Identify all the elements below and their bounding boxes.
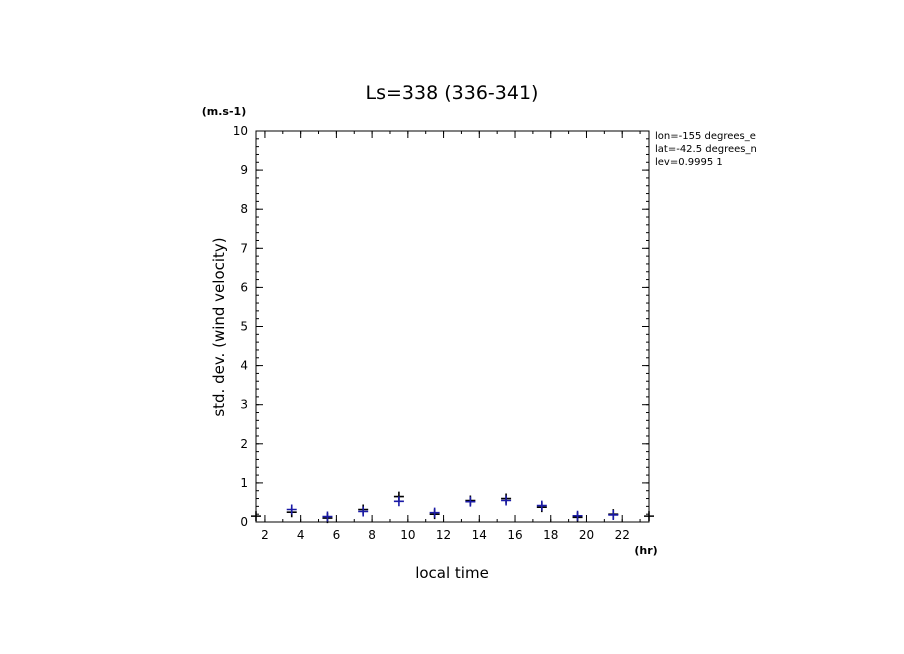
data-point [608, 509, 619, 520]
y-unit-label: (m.s-1) [202, 105, 246, 118]
data-point [572, 510, 583, 521]
data-point [358, 506, 369, 517]
x-unit-label: (hr) [634, 544, 657, 557]
x-tick-label: 14 [472, 528, 487, 542]
series-0 [251, 491, 654, 524]
y-axis-label: std. dev. (wind velocity) [210, 237, 228, 416]
x-tick-label: 6 [333, 528, 341, 542]
data-point [465, 496, 476, 507]
data-point [393, 496, 404, 507]
x-tick-label: 20 [579, 528, 594, 542]
plot-frame [255, 130, 650, 523]
x-tick-label: 22 [615, 528, 630, 542]
x-tick-label: 18 [543, 528, 558, 542]
info-lon: lon=-155 degrees_e [655, 131, 756, 142]
series-1 [286, 495, 619, 522]
y-tick-label: 3 [240, 398, 248, 412]
data-marks [251, 491, 654, 524]
x-tick-label: 10 [400, 528, 415, 542]
y-tick-label: 10 [233, 124, 248, 138]
info-lat: lat=-42.5 degrees_n [655, 144, 757, 155]
y-tick-label: 1 [240, 476, 248, 490]
x-tick-label: 2 [261, 528, 269, 542]
data-point [429, 507, 440, 518]
info-block: lon=-155 degrees_e lat=-42.5 degrees_n l… [655, 131, 757, 168]
data-point [536, 500, 547, 511]
y-tick-label: 0 [240, 515, 248, 529]
y-tick-label: 7 [240, 241, 248, 255]
x-tick-label: 8 [368, 528, 376, 542]
y-tick-label: 6 [240, 280, 248, 294]
y-tick-label: 8 [240, 202, 248, 216]
data-point [286, 504, 297, 515]
y-tick-label: 2 [240, 437, 248, 451]
info-lev: lev=0.9995 1 [655, 157, 723, 168]
chart-title: Ls=338 (336-341) [366, 82, 539, 104]
data-point [501, 495, 512, 506]
x-tick-label: 4 [297, 528, 305, 542]
x-tick-label: 12 [436, 528, 451, 542]
x-tick-label: 16 [507, 528, 522, 542]
y-tick-label: 4 [240, 359, 248, 373]
data-point [322, 511, 333, 522]
y-tick-label: 5 [240, 320, 248, 334]
x-axis-label: local time [415, 564, 489, 582]
y-tick-label: 9 [240, 163, 248, 177]
